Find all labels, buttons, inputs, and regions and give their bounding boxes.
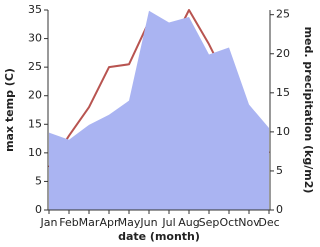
y-axis-label: max temp (C) (3, 68, 16, 152)
y-tick-label: 5 (35, 174, 42, 187)
y-tick-label: 35 (28, 3, 42, 16)
y2-tick-label: 25 (276, 8, 290, 21)
y2-tick-label: 20 (276, 47, 290, 60)
y-tick-label: 25 (28, 60, 42, 73)
y2-axis-label: med. precipitation (kg/m2) (302, 27, 315, 194)
x-tick-label: Mar (79, 216, 100, 229)
x-tick-label: Nov (238, 216, 260, 229)
x-tick-label: May (118, 216, 141, 229)
x-tick-label: Dec (258, 216, 279, 229)
y2-tick-label: 5 (276, 164, 283, 177)
y-tick-label: 15 (28, 117, 42, 130)
x-axis-label: date (month) (118, 230, 200, 243)
x-tick-label: Oct (219, 216, 239, 229)
y-tick-label: 0 (35, 203, 42, 216)
x-tick-label: Feb (59, 216, 78, 229)
y2-tick-label: 15 (276, 86, 290, 99)
x-tick-label: Jul (161, 216, 175, 229)
y-tick-label: 10 (28, 146, 42, 159)
x-tick-label: Aug (178, 216, 199, 229)
y-tick-label: 20 (28, 89, 42, 102)
y-tick-label: 30 (28, 32, 42, 45)
precipitation-area (49, 10, 269, 210)
x-tick-label: Apr (99, 216, 119, 229)
x-tick-label: Jan (40, 216, 58, 229)
x-tick-label: Sep (199, 216, 220, 229)
y2-tick-label: 0 (276, 203, 283, 216)
y2-tick-label: 10 (276, 125, 290, 138)
x-tick-label: Jun (139, 216, 157, 229)
